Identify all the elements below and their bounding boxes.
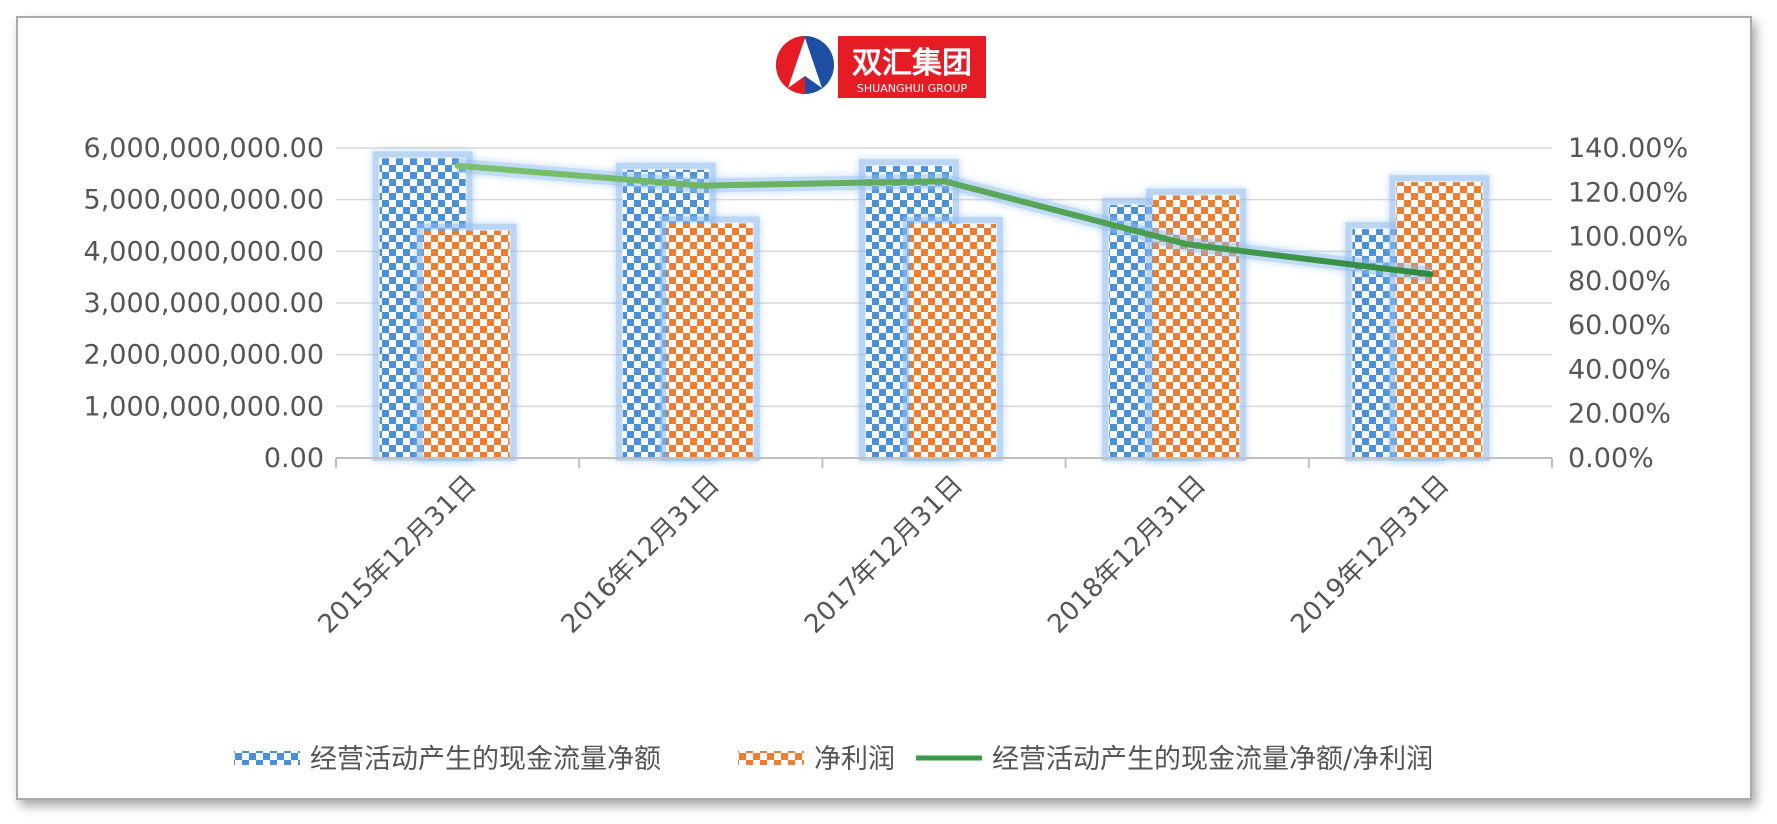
ratio-line-series (454, 158, 1434, 282)
y-right-tick-label: 140.00% (1568, 133, 1688, 164)
logo: 双汇集团 SHUANGHUI GROUP (776, 36, 986, 98)
y-right-tick-label: 100.00% (1568, 222, 1688, 253)
y-left-tick-label: 4,000,000,000.00 (84, 236, 324, 267)
x-tick-label: 2015年12月31日 (313, 470, 483, 640)
y-left-tick-label: 3,000,000,000.00 (84, 288, 324, 319)
y-left-tick-label: 0.00 (264, 443, 324, 474)
x-tick-labels: 2015年12月31日 2016年12月31日 2017年12月31日 2018年12… (313, 470, 1456, 640)
logo-cn-text: 双汇集团 (852, 46, 972, 81)
x-tick-label: 2018年12月31日 (1042, 470, 1212, 640)
chart: 双汇集团 SHUANGHUI GROUP 0.00 1,000,000,000.0… (84, 36, 1688, 775)
legend-label-ratio: 经营活动产生的现金流量净额/净利润 (992, 744, 1433, 775)
y-right-tick-label: 80.00% (1568, 266, 1671, 297)
bar-profit (666, 223, 753, 458)
y-right-tick-label: 40.00% (1568, 354, 1671, 385)
ratio-line (454, 162, 1434, 278)
legend-label-profit: 净利润 (814, 744, 895, 775)
bar-profit (910, 223, 996, 458)
logo-en-text: SHUANGHUI GROUP (857, 82, 968, 95)
legend-swatch-profit (738, 751, 804, 765)
legend-label-cashflow: 经营活动产生的现金流量净额 (310, 744, 661, 775)
y-left-tick-label: 5,000,000,000.00 (84, 185, 324, 216)
x-axis (335, 457, 1553, 468)
x-tick-label: 2016年12月31日 (556, 470, 726, 640)
y-right-tick-label: 60.00% (1568, 310, 1671, 341)
bars (372, 151, 1490, 462)
x-tick-label: 2019年12月31日 (1285, 470, 1455, 640)
logo-badge (838, 36, 986, 98)
y-right-tick-label: 20.00% (1568, 399, 1671, 430)
y-left-tick-label: 6,000,000,000.00 (84, 133, 324, 164)
legend: 经营活动产生的现金流量净额 净利润 经营活动产生的现金流量净额/净利润 (234, 744, 1433, 775)
y-right-tick-label: 0.00% (1568, 443, 1654, 474)
y-left-axis: 0.00 1,000,000,000.00 2,000,000,000.00 3,00… (84, 133, 324, 474)
legend-swatch-cashflow (234, 751, 300, 765)
chart-frame: 双汇集团 SHUANGHUI GROUP 0.00 1,000,000,000.0… (16, 16, 1752, 800)
y-right-tick-label: 120.00% (1568, 177, 1688, 208)
y-left-tick-label: 1,000,000,000.00 (84, 391, 324, 422)
y-left-tick-label: 2,000,000,000.00 (84, 340, 324, 371)
bar-profit (423, 230, 510, 458)
bar-profit (1396, 182, 1483, 458)
y-right-axis: 0.00% 20.00% 40.00% 60.00% 80.00% 100.00% 120.… (1568, 133, 1688, 474)
x-tick-label: 2017年12月31日 (799, 470, 969, 640)
